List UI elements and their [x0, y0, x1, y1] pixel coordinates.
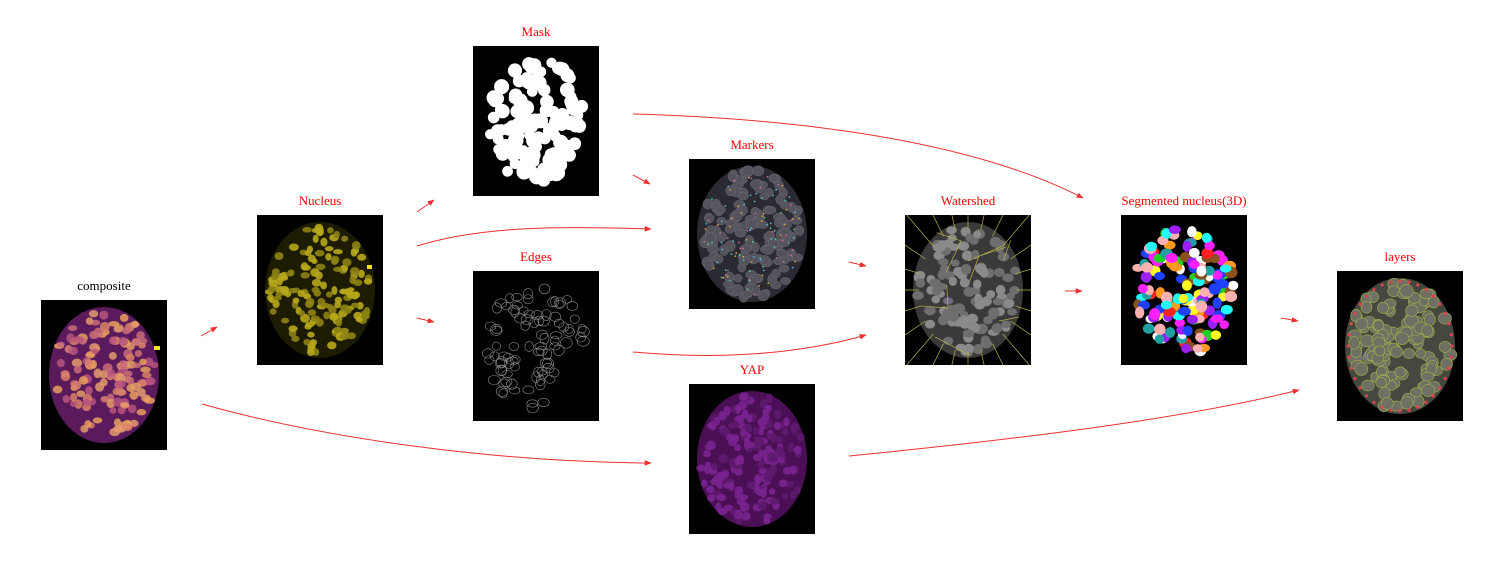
arrow-nucleus-to-mask	[416, 199, 435, 213]
panel-layers-image	[1337, 271, 1463, 421]
panel-edges-image	[473, 271, 599, 421]
panel-mask-image	[473, 46, 599, 196]
yap-micrograph	[696, 391, 807, 527]
composite-micrograph	[49, 307, 160, 443]
panel-watershed-image	[905, 215, 1031, 365]
arrow-composite-to-yap	[201, 403, 652, 466]
arrow-yap-to-layers	[848, 388, 1300, 457]
arrow-nucleus-to-markers	[416, 225, 652, 247]
arrow-composite-to-nucleus	[200, 326, 218, 337]
node-label-layers: layers	[1384, 249, 1416, 264]
arrow-mask-to-segmented	[632, 113, 1084, 199]
arrow-mask-to-markers	[632, 174, 651, 185]
node-label-segmented: Segmented nucleus(3D)	[1121, 193, 1247, 208]
segmented-micrograph	[1132, 225, 1239, 357]
arrow-edges-to-watershed	[632, 334, 867, 356]
edges-micrograph	[482, 283, 590, 414]
panel-segmented-image	[1121, 215, 1247, 365]
arrow-markers-to-watershed	[848, 261, 867, 268]
markers-micrograph	[697, 165, 807, 303]
node-label-nucleus: Nucleus	[298, 193, 342, 208]
node-label-watershed: Watershed	[940, 193, 996, 208]
mask-micrograph	[485, 57, 589, 187]
nucleus-micrograph	[264, 222, 375, 358]
layers-micrograph	[1345, 277, 1458, 414]
node-label-yap: YAP	[739, 362, 765, 377]
node-label-composite: composite	[77, 278, 131, 293]
node-label-mask: Mask	[521, 24, 551, 39]
watershed-micrograph	[905, 215, 1031, 365]
panel-yap-image	[689, 384, 815, 534]
panel-composite-image	[41, 300, 167, 450]
panel-nucleus-image	[257, 215, 383, 365]
arrow-segmented-to-layers	[1280, 317, 1299, 323]
node-label-edges: Edges	[520, 249, 552, 264]
arrow-nucleus-to-edges	[416, 317, 435, 324]
panel-markers-image	[689, 159, 815, 309]
node-label-markers: Markers	[730, 137, 774, 152]
